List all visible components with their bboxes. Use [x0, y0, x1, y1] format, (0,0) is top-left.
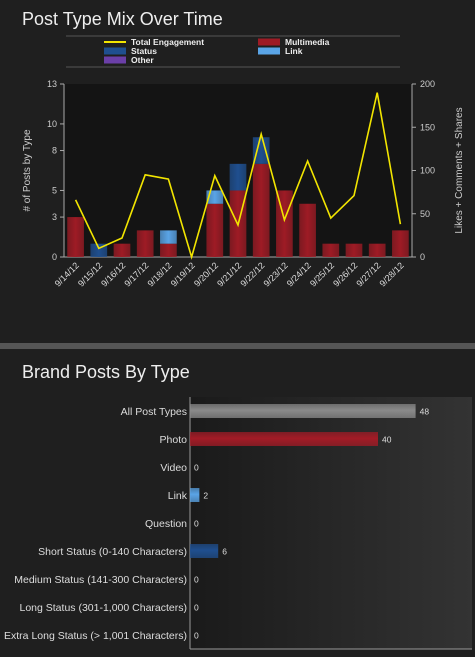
legend-swatch-other	[104, 56, 126, 64]
bar	[190, 432, 378, 446]
panel-divider	[0, 343, 475, 349]
category-label: Link	[168, 490, 188, 502]
bar-multimedia	[322, 243, 340, 257]
category-label: Question	[145, 518, 187, 530]
category-label: Extra Long Status (> 1,001 Characters)	[4, 630, 187, 642]
bar-multimedia	[392, 230, 409, 257]
line-total-engagement	[74, 92, 402, 260]
legend-swatch-status	[104, 47, 126, 55]
bar-status	[252, 137, 270, 164]
x-tick-label: 9/18/12	[146, 260, 174, 288]
data-label: 6	[222, 547, 227, 557]
data-label: 0	[194, 575, 199, 585]
y-tick-label: 10	[47, 119, 57, 129]
data-label: 0	[194, 463, 199, 473]
category-label: Video	[160, 462, 187, 474]
bar-multimedia	[206, 203, 224, 257]
x-tick-label: 9/15/12	[76, 260, 104, 288]
data-label: 0	[194, 519, 199, 529]
brand-posts-title: Brand Posts By Type	[22, 362, 190, 382]
y-tick-label: 5	[52, 185, 57, 195]
y2-tick-label: 150	[420, 122, 435, 132]
post-type-mix-title: Post Type Mix Over Time	[22, 9, 223, 29]
bar-multimedia	[299, 203, 316, 257]
data-label: 48	[420, 407, 430, 417]
x-tick-label: 9/19/12	[169, 260, 197, 288]
y-tick-label: 3	[52, 212, 57, 222]
data-label: 0	[194, 603, 199, 613]
y-axis-title: # of Posts by Type	[22, 129, 33, 212]
x-tick-label: 9/21/12	[215, 260, 243, 288]
x-tick-label: 9/27/12	[354, 260, 382, 288]
post-type-mix-chart: 0 3 5 8 10 13 0 50 100 150 200 # of Posts by Type Li…	[22, 35, 465, 289]
y-tick-label: 8	[52, 146, 57, 156]
category-label: Long Status (301-1,000 Characters)	[19, 602, 187, 614]
y2-tick-label: 100	[420, 166, 435, 176]
category-label: All Post Types	[121, 406, 187, 418]
y-tick-label: 13	[47, 79, 57, 89]
x-tick-label: 9/14/12	[53, 260, 81, 288]
bar-link	[206, 190, 224, 204]
x-tick-label: 9/17/12	[122, 260, 150, 288]
x-tick-label: 9/16/12	[99, 260, 127, 288]
y2-tick-label: 50	[420, 209, 430, 219]
bar-multimedia	[160, 243, 177, 257]
legend-swatch-link	[258, 47, 280, 55]
bar	[190, 488, 200, 502]
y2-tick-label: 200	[420, 79, 435, 89]
legend-label-other: Other	[131, 55, 154, 65]
x-tick-label: 9/23/12	[262, 260, 290, 288]
bar-multimedia	[345, 243, 363, 257]
x-tick-label: 9/20/12	[192, 260, 220, 288]
y2-axis-title: Likes + Comments + Shares	[454, 107, 465, 233]
brand-posts-by-type-chart: All Post Types 48 Photo 40 Video 0 Link 2 Questi…	[4, 397, 472, 650]
x-tick-label: 9/22/12	[238, 260, 266, 288]
x-tick-label: 9/28/12	[378, 260, 406, 288]
category-label: Short Status (0-140 Characters)	[38, 546, 187, 558]
y-tick-label: 0	[52, 252, 57, 262]
bar-link	[160, 230, 177, 244]
bar-multimedia	[113, 243, 131, 257]
legend-label-multimedia: Multimedia	[285, 37, 330, 47]
data-label: 40	[382, 435, 392, 445]
data-label: 0	[194, 631, 199, 641]
bar-multimedia	[136, 230, 154, 257]
category-label: Photo	[160, 434, 188, 446]
bar-multimedia	[67, 217, 84, 257]
x-tick-label: 9/24/12	[285, 260, 313, 288]
bar-multimedia	[368, 243, 386, 257]
legend-swatch-multimedia	[258, 38, 280, 46]
legend-label-link: Link	[285, 46, 303, 56]
y2-tick-label: 0	[420, 252, 425, 262]
bar	[190, 404, 416, 418]
x-tick-label: 9/26/12	[331, 260, 359, 288]
data-label: 2	[203, 491, 208, 501]
x-tick-label: 9/25/12	[308, 260, 336, 288]
category-label: Medium Status (141-300 Characters)	[14, 574, 187, 586]
bar-status	[229, 163, 247, 191]
bar-multimedia	[252, 163, 270, 257]
legend-label-status: Status	[131, 46, 157, 56]
bar	[190, 544, 219, 558]
legend-label-total-engagement: Total Engagement	[131, 37, 204, 47]
